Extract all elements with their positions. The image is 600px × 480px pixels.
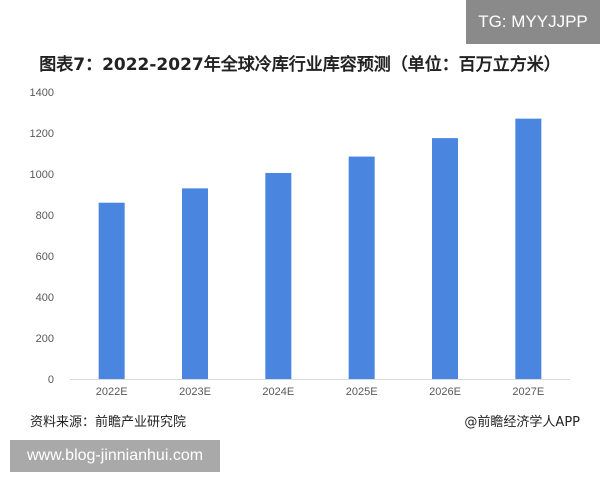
y-tick-label: 1200 — [30, 128, 54, 140]
y-tick-label: 600 — [36, 251, 54, 263]
y-tick-label: 200 — [36, 333, 54, 345]
brand-credit: @前瞻经济学人APP — [464, 415, 580, 430]
tg-watermark-badge: TG: MYYJJPP — [466, 0, 600, 44]
y-tick-label: 0 — [48, 374, 54, 386]
bar-2027E — [515, 118, 542, 380]
bar-2023E — [182, 188, 208, 379]
x-tick-label: 2025E — [346, 386, 378, 398]
y-axis: 0 200 400 600 800 1000 1200 1400 — [30, 87, 54, 386]
x-tick-label: 2023E — [179, 386, 211, 398]
bar-2025E — [348, 156, 375, 379]
y-tick-label: 400 — [36, 292, 54, 304]
x-tick-label: 2024E — [262, 386, 294, 398]
source-note: 资料来源：前瞻产业研究院 — [30, 415, 187, 430]
x-tick-label: 2022E — [96, 386, 128, 398]
bar-series — [98, 118, 542, 380]
chart-title: 图表7：2022-2027年全球冷库行业库容预测（单位：百万立方米） — [39, 55, 561, 75]
bar-2022E — [98, 202, 125, 379]
x-axis: 2022E 2023E 2024E 2025E 2026E 2027E — [96, 386, 544, 398]
bar-2024E — [265, 172, 292, 379]
y-tick-label: 1000 — [30, 169, 54, 181]
bar-2026E — [432, 138, 458, 379]
x-tick-label: 2027E — [512, 386, 544, 398]
y-tick-label: 1400 — [30, 87, 54, 99]
y-tick-label: 800 — [36, 210, 54, 222]
site-url-watermark: www.blog-jinnianhui.com — [10, 440, 220, 472]
x-tick-label: 2026E — [429, 386, 461, 398]
